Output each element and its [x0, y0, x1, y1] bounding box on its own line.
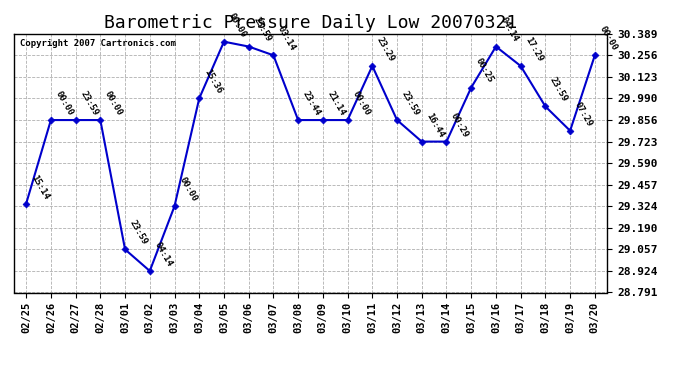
Text: 00:00: 00:00 [177, 176, 199, 203]
Text: 23:44: 23:44 [301, 90, 322, 117]
Text: 15:36: 15:36 [202, 68, 224, 96]
Text: 07:29: 07:29 [573, 100, 594, 128]
Text: 23:59: 23:59 [79, 90, 99, 117]
Text: 17:29: 17:29 [524, 35, 544, 63]
Text: 23:59: 23:59 [548, 76, 569, 104]
Text: 00:00: 00:00 [598, 25, 619, 52]
Text: 15:14: 15:14 [29, 173, 50, 201]
Text: 21:14: 21:14 [326, 90, 347, 117]
Text: 00:00: 00:00 [227, 11, 248, 39]
Text: 00:25: 00:25 [474, 57, 495, 85]
Text: 00:29: 00:29 [449, 111, 471, 139]
Text: 23:59: 23:59 [251, 16, 273, 44]
Text: 23:59: 23:59 [400, 90, 421, 117]
Text: 23:29: 23:29 [375, 35, 396, 63]
Text: 00:00: 00:00 [54, 90, 75, 117]
Text: 23:59: 23:59 [128, 219, 149, 247]
Text: 16:44: 16:44 [424, 111, 446, 139]
Text: 04:14: 04:14 [499, 16, 520, 44]
Text: 04:14: 04:14 [152, 240, 174, 268]
Text: 00:00: 00:00 [103, 90, 124, 117]
Text: 00:00: 00:00 [351, 90, 372, 117]
Text: Copyright 2007 Cartronics.com: Copyright 2007 Cartronics.com [20, 39, 176, 48]
Text: 03:14: 03:14 [276, 25, 297, 52]
Title: Barometric Pressure Daily Low 20070321: Barometric Pressure Daily Low 20070321 [104, 14, 517, 32]
